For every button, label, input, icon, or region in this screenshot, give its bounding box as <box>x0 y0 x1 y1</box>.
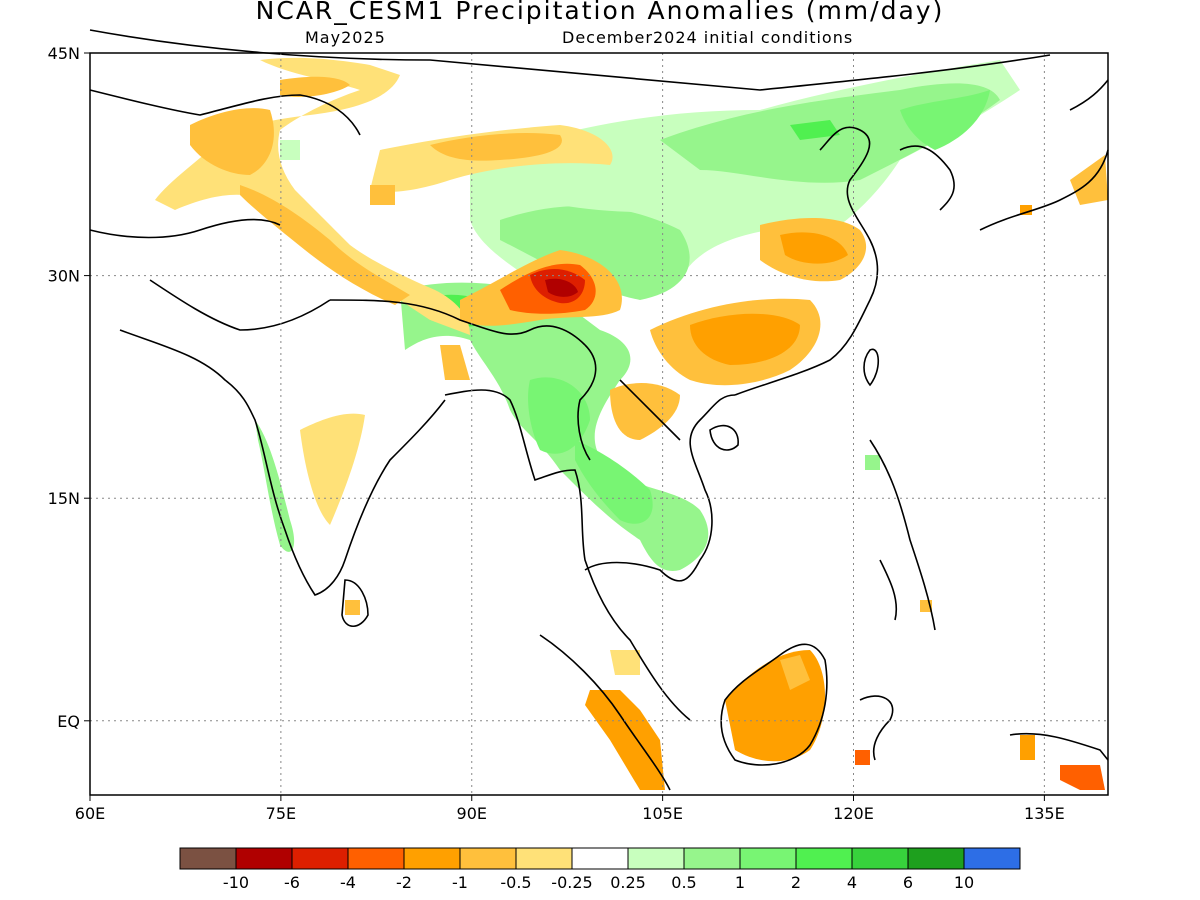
longitude-label: 105E <box>642 804 683 823</box>
latitude-label: EQ <box>57 712 80 731</box>
graticule <box>90 53 1108 795</box>
anomaly-fill-layer <box>155 57 1108 790</box>
target-month: May2025 <box>305 28 386 47</box>
colorbar-label: 10 <box>954 873 974 892</box>
colorbar-label: -1 <box>452 873 468 892</box>
colorbar-label: 4 <box>847 873 857 892</box>
colorbar-swatch <box>403 847 461 870</box>
colorbar-label: -2 <box>396 873 412 892</box>
map-frame <box>89 52 1109 796</box>
map-title: NCAR_CESM1 Precipitation Anomalies (mm/d… <box>255 0 945 25</box>
colorbar-label: -0.25 <box>551 873 592 892</box>
colorbar-labels: -10 -6 -4 -2 -1 -0.5 -0.25 0.25 0.5 1 2 4 6 10 <box>223 873 974 892</box>
coastlines-and-borders <box>89 29 1109 791</box>
latitude-tick-labels: 45N 30N 15N EQ <box>48 44 90 731</box>
longitude-tick-labels: 60E 75E 90E 105E 120E 135E <box>75 795 1065 823</box>
longitude-label: 60E <box>75 804 105 823</box>
colorbar-swatch <box>347 847 405 870</box>
colorbar-swatch <box>571 847 629 870</box>
colorbar-swatch <box>459 847 517 870</box>
initial-conditions: December2024 initial conditions <box>562 28 854 47</box>
colorbar-label: 1 <box>735 873 745 892</box>
colorbar-swatch <box>515 847 573 870</box>
longitude-label: 120E <box>833 804 874 823</box>
colorbar-label: -6 <box>284 873 300 892</box>
colorbar-swatch <box>291 847 349 870</box>
colorbar-label: 0.25 <box>610 873 646 892</box>
colorbar-label: 2 <box>791 873 801 892</box>
latitude-label: 30N <box>48 267 80 286</box>
longitude-label: 75E <box>266 804 296 823</box>
colorbar-label: 6 <box>903 873 913 892</box>
latitude-label: 45N <box>48 44 80 63</box>
colorbar <box>179 847 1021 870</box>
colorbar-swatch <box>795 847 853 870</box>
colorbar-label: -0.5 <box>500 873 531 892</box>
colorbar-swatch <box>851 847 909 870</box>
colorbar-swatch <box>683 847 741 870</box>
colorbar-label: -4 <box>340 873 356 892</box>
colorbar-swatch <box>907 847 965 870</box>
colorbar-label: -10 <box>223 873 249 892</box>
latitude-label: 15N <box>48 489 80 508</box>
colorbar-swatch <box>963 847 1021 870</box>
colorbar-swatch <box>179 847 237 870</box>
colorbar-label: 0.5 <box>671 873 696 892</box>
longitude-label: 135E <box>1024 804 1065 823</box>
longitude-label: 90E <box>457 804 487 823</box>
colorbar-swatch <box>627 847 685 870</box>
colorbar-swatch <box>739 847 797 870</box>
colorbar-swatch <box>235 847 293 870</box>
